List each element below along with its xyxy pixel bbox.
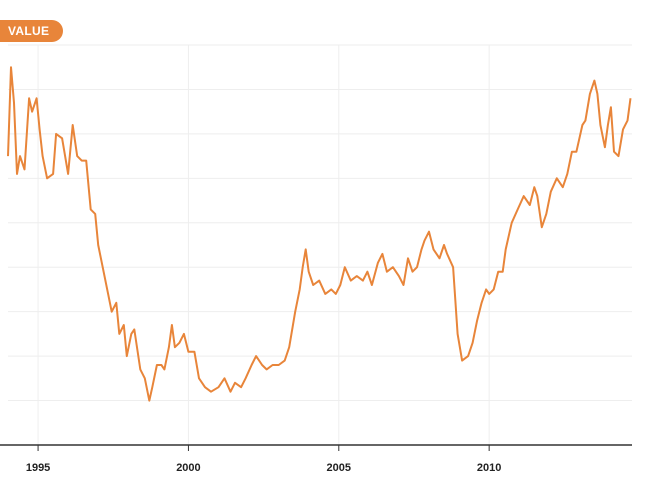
x-tick-label: 2005 xyxy=(327,462,351,474)
x-axis: 1995 2000 2005 2010 xyxy=(0,444,632,474)
series-layer xyxy=(7,66,632,402)
x-tick-label: 2000 xyxy=(176,462,200,474)
x-tick-label: 2010 xyxy=(477,462,501,474)
value-badge: VALUE xyxy=(0,20,64,42)
x-tick-label: 1995 xyxy=(26,462,50,474)
series-line xyxy=(7,66,632,402)
gridlines xyxy=(8,44,632,445)
